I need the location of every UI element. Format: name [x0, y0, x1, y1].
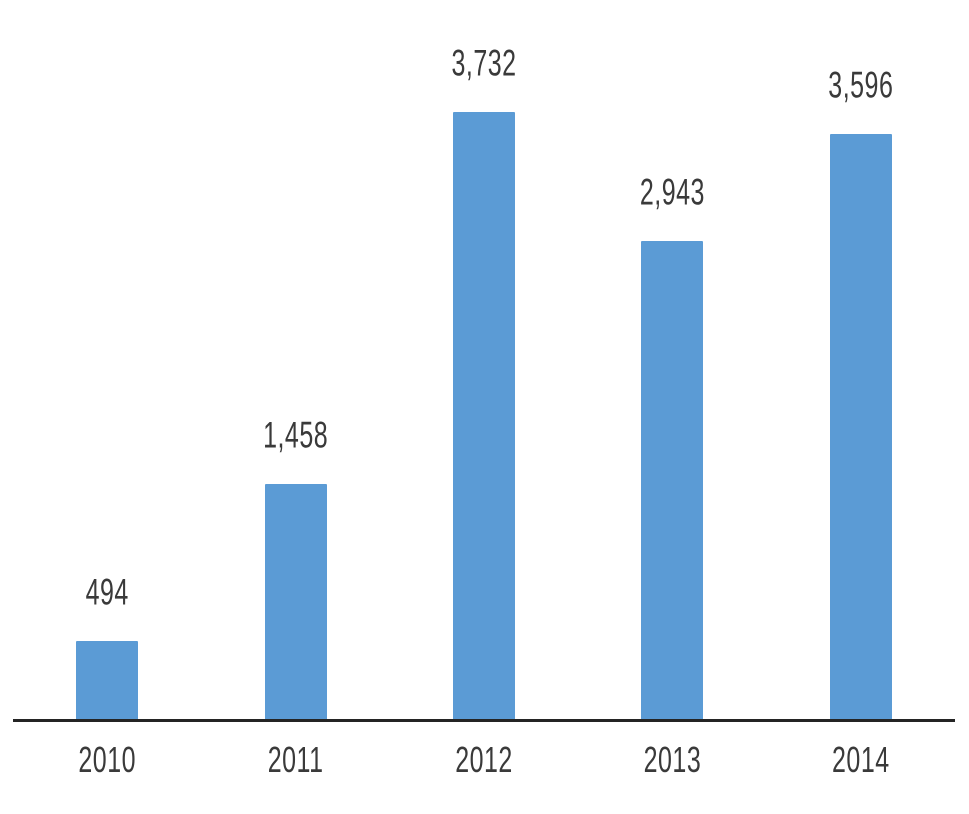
bar-group: 3,596 [767, 0, 955, 722]
bars-container: 494 1,458 3,732 2,943 3,596 [13, 0, 955, 722]
bar-2013 [641, 240, 704, 722]
bar-group: 1,458 [201, 0, 389, 722]
x-tick-label: 2011 [267, 740, 324, 781]
bar-2012 [453, 112, 516, 722]
x-tick-label: 2012 [455, 740, 513, 781]
x-tick-label: 2013 [643, 740, 702, 781]
bar-2011 [264, 483, 327, 722]
bar-value-label: 3,732 [451, 42, 517, 85]
x-tick-label: 2010 [78, 740, 137, 781]
x-axis-line [13, 719, 955, 722]
bar-value-label: 494 [85, 571, 129, 614]
bar-value-label: 2,943 [639, 171, 705, 214]
bar-2014 [829, 134, 892, 722]
plot-area: 494 1,458 3,732 2,943 3,596 [13, 0, 955, 722]
bar-group: 494 [13, 0, 201, 722]
bar-value-label: 3,596 [828, 64, 894, 107]
bar-group: 2,943 [578, 0, 766, 722]
x-axis-labels: 2010 2011 2012 2013 2014 [13, 742, 955, 778]
bar-group: 3,732 [390, 0, 578, 722]
bar-value-label: 1,458 [263, 414, 329, 457]
x-tick-label: 2014 [832, 740, 890, 781]
bar-2010 [76, 641, 139, 722]
